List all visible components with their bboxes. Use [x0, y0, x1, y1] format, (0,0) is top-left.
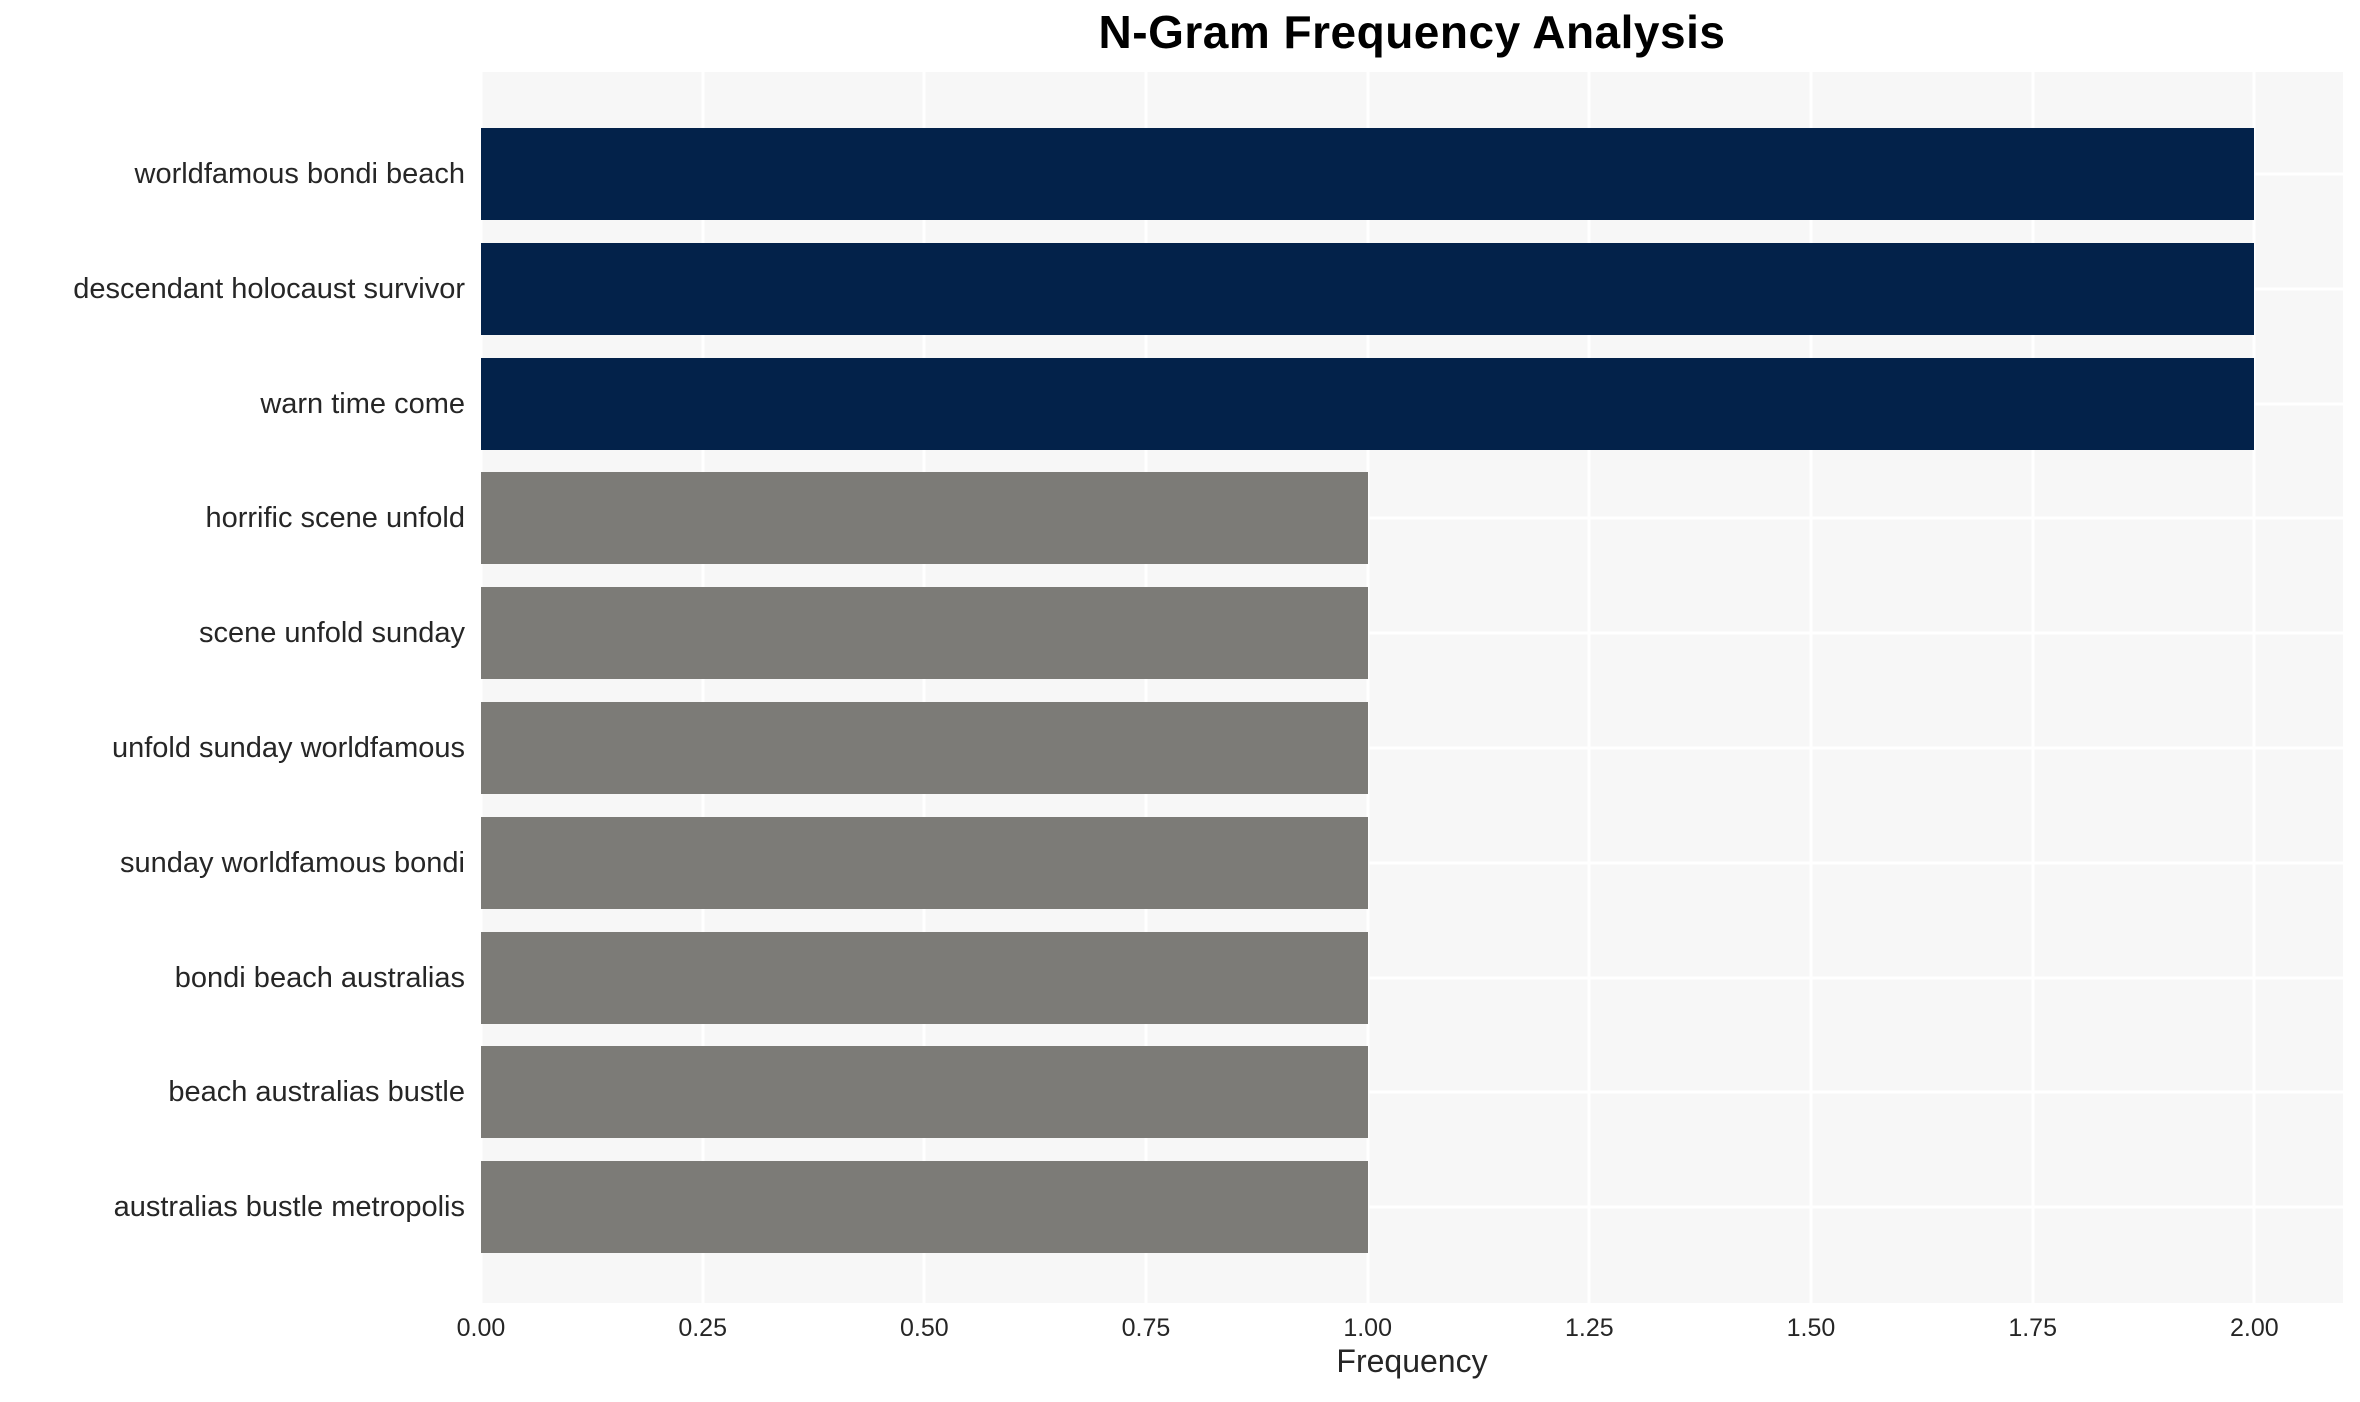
gridline-horizontal [481, 1090, 2343, 1094]
x-tick-label: 1.50 [1786, 1314, 1836, 1342]
x-tick-label: 0.00 [456, 1314, 506, 1342]
gridline-vertical [1587, 72, 1591, 1303]
gridline-vertical [2031, 72, 2035, 1303]
x-tick-label: 0.75 [1121, 1314, 1171, 1342]
bar [481, 357, 2255, 450]
x-tick-label: 1.75 [2008, 1314, 2057, 1342]
bar [481, 702, 1368, 794]
gridline-horizontal [481, 516, 2343, 520]
bar [481, 472, 1368, 565]
chart-title: N-Gram Frequency Analysis [1098, 6, 1726, 58]
y-tick-label: bondi beach australias [174, 961, 465, 994]
gridline-vertical [2252, 72, 2256, 1303]
gridline-vertical [701, 72, 705, 1303]
gridline-vertical [1366, 72, 1370, 1303]
gridline-vertical [1809, 72, 1813, 1303]
bar [481, 1046, 1368, 1139]
gridline-horizontal [481, 746, 2343, 750]
y-tick-label: sunday worldfamous bondi [120, 846, 465, 879]
x-tick-label: 2.00 [2229, 1314, 2279, 1342]
bar [481, 128, 2255, 220]
bar [481, 587, 1368, 680]
y-tick-label: scene unfold sunday [198, 617, 465, 650]
bar [481, 242, 2255, 335]
y-tick-label: beach australias bustle [168, 1076, 465, 1109]
x-tick-label: 1.00 [1343, 1314, 1392, 1342]
gridline-horizontal [481, 631, 2343, 635]
gridline-horizontal [481, 976, 2343, 980]
y-tick-label: unfold sunday worldfamous [111, 732, 465, 764]
gridline-vertical [1144, 72, 1148, 1303]
y-tick-label: australias bustle metropolis [113, 1191, 465, 1224]
gridline-vertical [479, 72, 483, 1303]
bar [481, 816, 1368, 909]
gridline-horizontal [481, 1205, 2343, 1209]
plot-area [479, 72, 2343, 1303]
y-tick-label: warn time come [260, 387, 465, 420]
gridline-vertical [922, 72, 926, 1303]
y-tick-label: descendant holocaust survivor [73, 272, 465, 305]
bar [481, 1161, 1368, 1254]
x-axis-title: Frequency [1336, 1343, 1488, 1379]
x-tick-label: 0.25 [678, 1314, 727, 1342]
gridline-horizontal [481, 861, 2343, 865]
y-tick-label: worldfamous bondi beach [134, 158, 465, 190]
x-tick-label: 1.25 [1564, 1314, 1614, 1342]
y-tick-label: horrific scene unfold [205, 502, 465, 535]
x-tick-label: 0.50 [899, 1314, 949, 1342]
bar [481, 931, 1368, 1024]
